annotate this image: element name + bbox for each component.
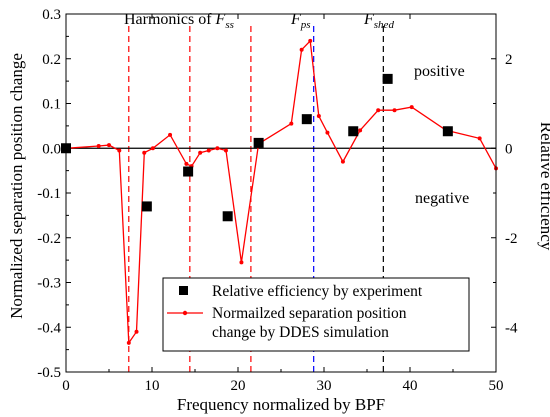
simulation-line	[65, 39, 497, 345]
y2-tick-label: 0	[505, 141, 513, 157]
simulation-point	[358, 128, 363, 133]
simulation-point	[206, 148, 211, 153]
simulation-point	[142, 150, 147, 155]
experiment-point	[222, 211, 233, 222]
simulation-point	[308, 38, 313, 43]
simulation-point	[477, 136, 482, 141]
experiment-point	[141, 201, 152, 212]
y2-tick-label: -4	[505, 320, 518, 336]
simulation-point	[126, 340, 131, 345]
y2-tick-label: -2	[505, 231, 518, 247]
negative-label: negative	[415, 190, 469, 207]
experiment-point	[301, 114, 312, 125]
y-tick-label: 0.2	[42, 52, 61, 68]
simulation-point	[409, 105, 414, 110]
fps-label: Fps	[290, 11, 311, 31]
y2-tick-label: 2	[505, 52, 513, 68]
y-tick-label: -0.2	[37, 231, 61, 247]
simulation-point	[198, 150, 203, 155]
x-tick-label: 20	[231, 378, 246, 394]
y-tick-label: -0.5	[37, 365, 61, 381]
y-tick-label: -0.1	[37, 186, 61, 202]
simulation-point	[316, 114, 321, 119]
simulation-point	[299, 47, 304, 52]
experiment-point	[348, 126, 359, 137]
simulation-point	[325, 130, 330, 135]
simulation-point	[376, 108, 381, 113]
legend-label-simulation-line2: change by DDES simulation	[212, 324, 389, 341]
experiment-point	[183, 166, 194, 177]
simulation-point	[340, 159, 345, 164]
y-axis-title: Normalized separation position change	[7, 53, 26, 319]
simulation-point	[239, 260, 244, 265]
simulation-point	[107, 143, 111, 148]
experiment-point	[253, 137, 264, 148]
legend-label-simulation: Normailzed separation position change by…	[212, 305, 410, 341]
experiment-point	[442, 126, 453, 137]
y-tick-label: -0.4	[37, 320, 61, 336]
y-tick-label: 0.1	[42, 97, 61, 113]
legend-marker-experiment	[179, 286, 188, 295]
y-tick-label: 0.3	[42, 7, 61, 23]
legend: Relative efficiency by experiment Normai…	[162, 277, 470, 352]
simulation-point	[96, 144, 101, 149]
y-tick-label: 0.0	[42, 141, 61, 157]
x-tick-label: 50	[489, 378, 504, 394]
positive-label: positive	[414, 63, 465, 80]
legend-box	[162, 277, 470, 352]
legend-label-simulation-line1: Normailzed separation position	[212, 305, 407, 322]
fshed-label: Fshed	[363, 11, 394, 31]
simulation-point	[289, 121, 294, 126]
harmonics-label: Harmonics of Fss	[124, 11, 234, 31]
y-tick-label: -0.3	[37, 276, 61, 292]
legend-label-experiment: Relative efficiency by experiment	[212, 283, 423, 300]
x-tick-label: 0	[62, 378, 70, 394]
simulation-point	[184, 161, 189, 166]
simulation-point	[223, 148, 228, 153]
x-axis-title: Frequency normalized by BPF	[177, 395, 385, 414]
x-tick-label: 30	[317, 378, 332, 394]
simulation-point	[392, 108, 397, 113]
simulation-point	[150, 146, 155, 151]
simulation-point	[134, 329, 139, 334]
x-tick-label: 40	[403, 378, 418, 394]
simulation-point	[168, 132, 173, 137]
experiment-point	[382, 73, 393, 84]
simulation-point	[215, 146, 220, 151]
y2-axis-title: Relative efficiency	[537, 122, 550, 251]
x-tick-label: 10	[145, 378, 160, 394]
legend-dot-simulation	[182, 310, 188, 316]
axes: 0 10 20 30 40 50-0.5-0.4-0.3-0.2-0.10.00.10.2…	[37, 7, 518, 394]
simulation-point	[117, 148, 122, 153]
